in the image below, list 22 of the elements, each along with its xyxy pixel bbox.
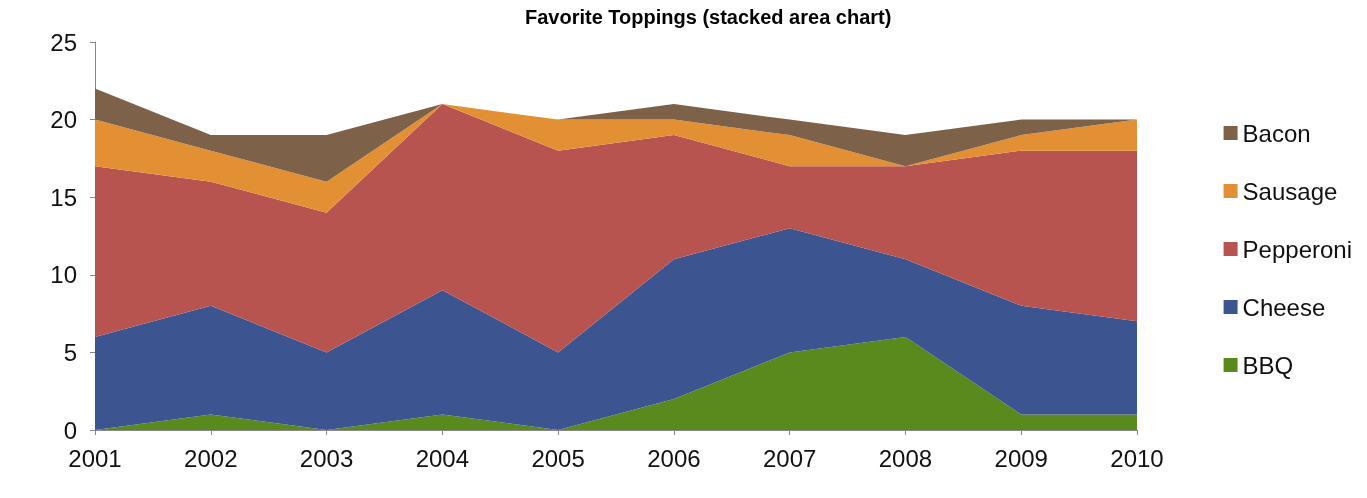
x-tick-label: 2001 (68, 444, 122, 472)
chart-title: Favorite Toppings (stacked area chart) (525, 6, 892, 28)
x-tick-label: 2004 (415, 444, 470, 472)
x-tick-label: 2007 (762, 444, 817, 472)
legend-label: Sausage (1242, 177, 1338, 205)
legend-label: BBQ (1242, 351, 1294, 379)
legend-label: Pepperoni (1242, 235, 1352, 263)
y-tick-label: 5 (63, 338, 77, 366)
legend-label: Cheese (1242, 293, 1326, 321)
y-tick-label: 10 (50, 261, 77, 289)
x-tick-label: 2002 (184, 444, 238, 472)
legend-label: Bacon (1242, 119, 1311, 147)
y-tick-label: 25 (50, 28, 77, 56)
y-tick-label: 20 (50, 106, 77, 134)
x-tick-label: 2008 (878, 444, 933, 472)
x-tick-label: 2003 (299, 444, 354, 472)
y-tick-label: 0 (63, 416, 77, 444)
y-tick-label: 15 (50, 183, 77, 211)
x-tick-label: 2010 (1110, 444, 1164, 472)
x-tick-label: 2006 (647, 444, 701, 472)
x-tick-label: 2009 (994, 444, 1048, 472)
x-tick-label: 2005 (531, 444, 585, 472)
